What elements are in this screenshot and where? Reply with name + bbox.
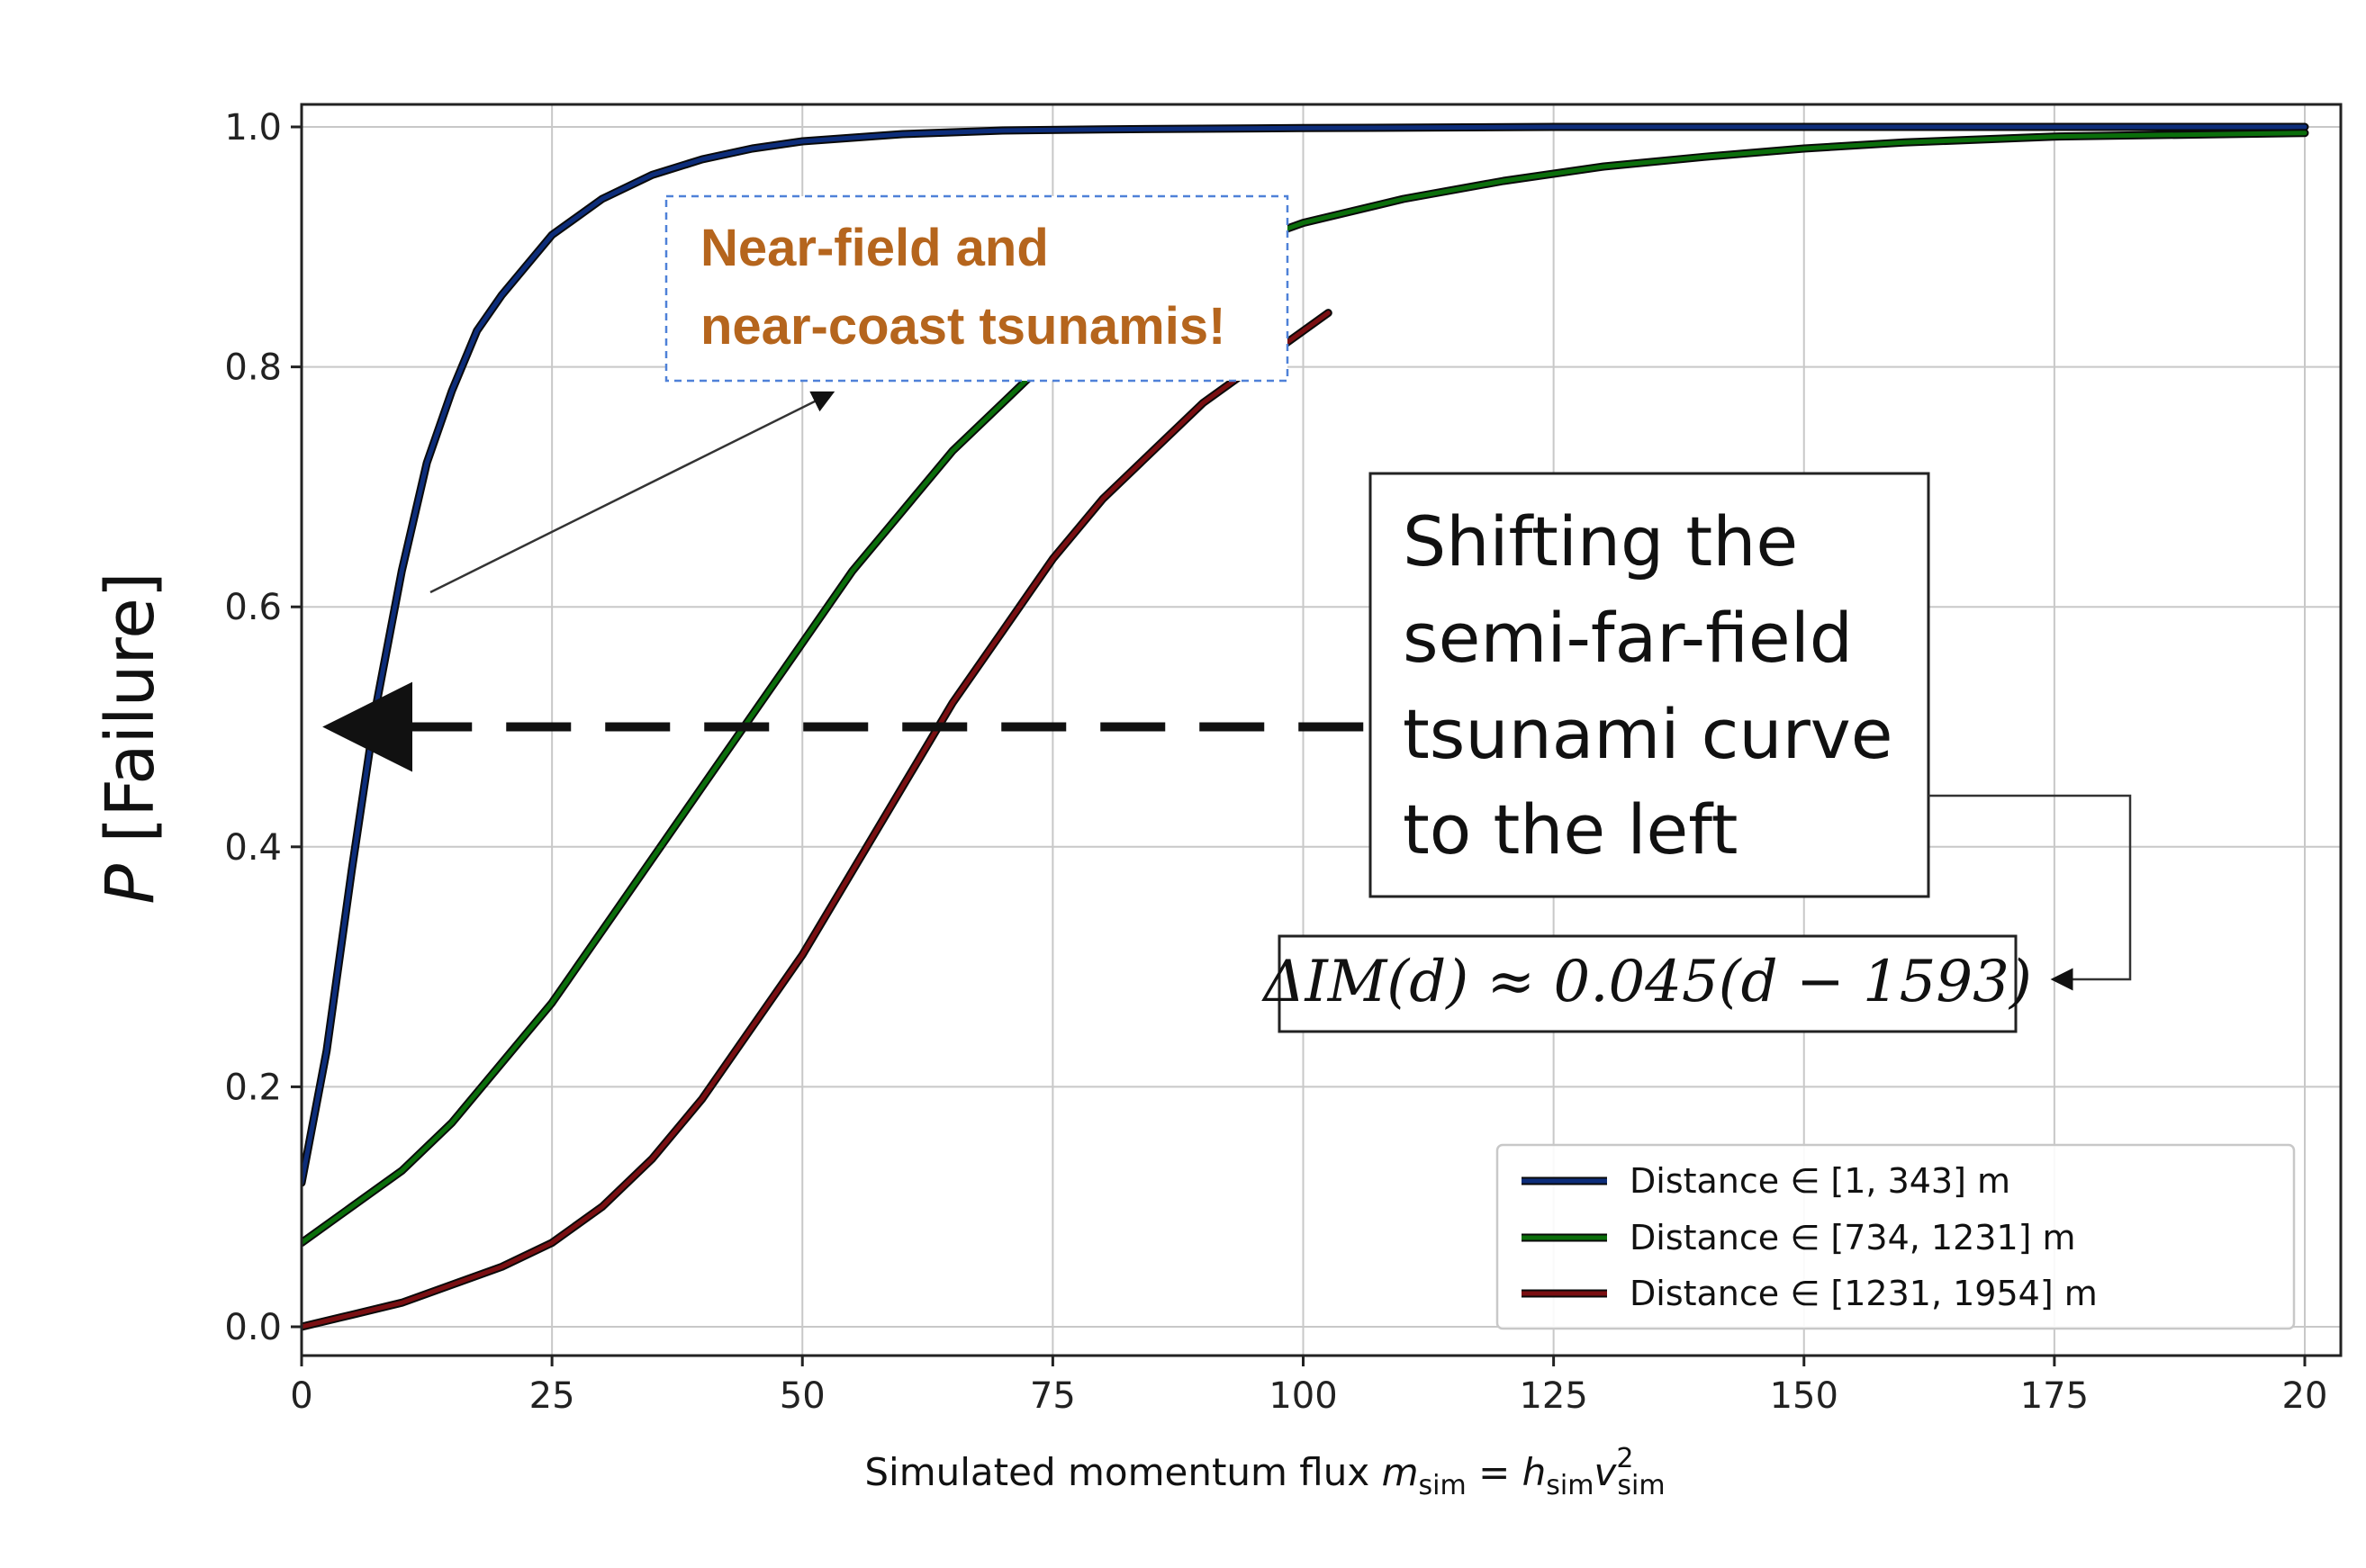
legend-label: Distance ∈ [734, 1231] m bbox=[1630, 1218, 2076, 1257]
series-line-0 bbox=[302, 124, 2307, 1185]
near-field-box bbox=[664, 194, 1289, 383]
series-outline-2 bbox=[302, 309, 1332, 1331]
y-tick-label: 1.0 bbox=[224, 107, 282, 149]
shift-text-box bbox=[1368, 472, 1930, 898]
x-tick-label: 175 bbox=[2020, 1375, 2089, 1417]
series-line-1 bbox=[302, 131, 2307, 1246]
shift-line-4: to the left bbox=[1403, 789, 1738, 870]
near-field-line-2: near-coast tsunamis! bbox=[700, 297, 1225, 356]
near-field-pointer bbox=[429, 391, 835, 594]
series-group bbox=[302, 122, 2309, 1331]
y-tick-label: 0.8 bbox=[224, 347, 282, 389]
legend-label: Distance ∈ [1, 343] m bbox=[1630, 1161, 2010, 1201]
legend-label: Distance ∈ [1231, 1954] m bbox=[1630, 1274, 2098, 1313]
near-field-line-1: Near-field and bbox=[700, 219, 1049, 277]
y-tick-label: 0.0 bbox=[224, 1307, 282, 1348]
formula-box bbox=[1278, 934, 2018, 1033]
x-tick-label: 0 bbox=[290, 1375, 312, 1417]
x-tick-label: 25 bbox=[529, 1375, 575, 1417]
x-tick-label: 50 bbox=[780, 1375, 826, 1417]
x-tick-label: 150 bbox=[1770, 1375, 1838, 1417]
shift-line-1: Shifting the bbox=[1403, 501, 1798, 581]
shift-line-3: tsunami curve bbox=[1403, 694, 1893, 774]
shift-line-2: semi-far-field bbox=[1403, 598, 1853, 678]
x-axis-label: Simulated momentum flux msim = hsimv2 sim bbox=[864, 1443, 1665, 1501]
axes-frame bbox=[300, 103, 2343, 1357]
x-tick-label: 20 bbox=[2282, 1375, 2328, 1417]
legend: Distance ∈ [1, 343] m Distance ∈ [734, 12… bbox=[1522, 1161, 2098, 1313]
y-tick-label: 0.4 bbox=[224, 827, 282, 869]
ticks: 0 25 50 75 100 125 150 175 20 0.0 0.2 0.4 0.6 0.8 1.0 bbox=[224, 107, 2327, 1417]
formula-connector bbox=[1928, 794, 2132, 991]
x-tick-label: 75 bbox=[1030, 1375, 1076, 1417]
y-tick-label: 0.2 bbox=[224, 1067, 282, 1108]
y-axis-label: P [Failure] bbox=[92, 572, 169, 904]
x-tick-label: 100 bbox=[1269, 1375, 1337, 1417]
x-tick-label: 125 bbox=[1519, 1375, 1587, 1417]
series-line-2 bbox=[302, 311, 1331, 1329]
legend-box bbox=[1495, 1143, 2296, 1330]
formula-text: ΔIM(d) ≈ 0.045(d − 1593) bbox=[1260, 949, 2032, 1015]
y-tick-label: 0.6 bbox=[224, 587, 282, 628]
